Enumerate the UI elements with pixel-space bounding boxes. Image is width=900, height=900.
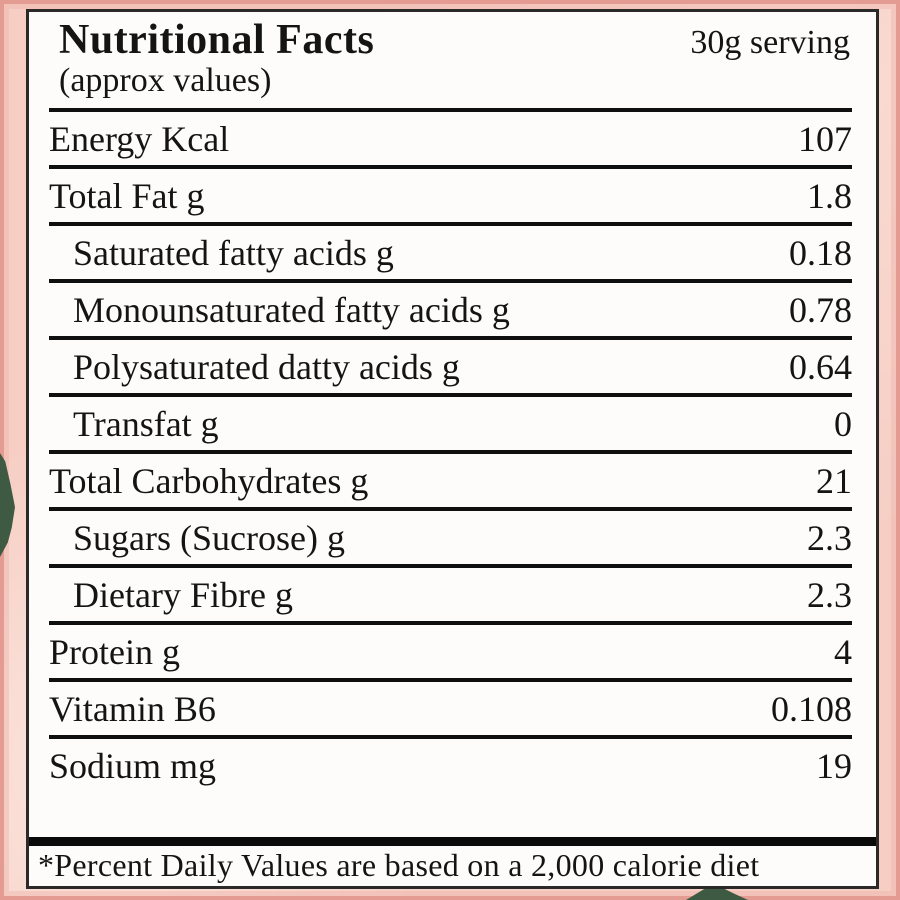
panel-subtitle: (approx values): [59, 62, 272, 100]
nutrient-name: Total Carbohydrates g: [49, 460, 369, 501]
nutrient-row: Transfat g 0: [49, 397, 852, 454]
nutrient-rows: Energy Kcal 107 Total Fat g 1.8 Saturated fa…: [29, 112, 876, 792]
panel-header: Nutritional Facts (approx values) 30g se…: [49, 12, 852, 112]
nutrient-value: 0.108: [771, 688, 852, 729]
nutrient-value: 2.3: [807, 517, 852, 558]
nutrient-name: Vitamin B6: [49, 688, 216, 729]
nutrient-name: Monounsaturated fatty acids g: [73, 289, 510, 330]
nutrient-row: Total Carbohydrates g 21: [49, 454, 852, 511]
serving-size: 30g serving: [690, 24, 850, 61]
nutrient-row: Protein g 4: [49, 625, 852, 682]
nutrient-value: 0.78: [789, 289, 852, 330]
nutrient-value: 0.64: [789, 346, 852, 387]
nutrient-value: 1.8: [807, 175, 852, 216]
header-titles: Nutritional Facts (approx values): [59, 18, 374, 99]
spacer: [29, 792, 876, 837]
nutrient-row: Sodium mg 19: [49, 739, 852, 792]
nutrient-row: Sugars (Sucrose) g 2.3: [49, 511, 852, 568]
nutrient-name: Dietary Fibre g: [73, 574, 293, 615]
nutrient-name: Sodium mg: [49, 745, 217, 786]
nutrient-name: Saturated fatty acids g: [73, 232, 394, 273]
nutrient-name: Transfat g: [73, 403, 219, 444]
nutrient-value: 19: [816, 745, 852, 786]
nutrient-row: Total Fat g 1.8: [49, 169, 852, 226]
nutrient-value: 0: [834, 403, 852, 444]
nutrient-name: Total Fat g: [49, 175, 205, 216]
nutrient-name: Energy Kcal: [49, 118, 230, 159]
nutrient-row: Dietary Fibre g 2.3: [49, 568, 852, 625]
daily-values-footnote: *Percent Daily Values are based on a 2,0…: [38, 847, 760, 883]
nutrient-name: Sugars (Sucrose) g: [73, 517, 345, 558]
nutrient-name: Protein g: [49, 631, 180, 672]
nutrient-row: Energy Kcal 107: [49, 112, 852, 169]
nutrient-row: Polysaturated datty acids g 0.64: [49, 340, 852, 397]
nutrient-value: 107: [798, 118, 852, 159]
panel-title: Nutritional Facts: [59, 17, 375, 63]
nutrient-value: 4: [834, 631, 852, 672]
nutrient-name: Polysaturated datty acids g: [73, 346, 460, 387]
nutrient-value: 21: [816, 460, 852, 501]
footer-divider-bar: [29, 837, 876, 846]
nutrient-row: Vitamin B6 0.108: [49, 682, 852, 739]
nutrient-row: Saturated fatty acids g 0.18: [49, 226, 852, 283]
nutrient-row: Monounsaturated fatty acids g 0.78: [49, 283, 852, 340]
nutrient-value: 2.3: [807, 574, 852, 615]
nutrition-facts-panel: Nutritional Facts (approx values) 30g se…: [26, 9, 879, 889]
nutrient-value: 0.18: [789, 232, 852, 273]
leaf-fragment-left-icon: [0, 453, 15, 557]
